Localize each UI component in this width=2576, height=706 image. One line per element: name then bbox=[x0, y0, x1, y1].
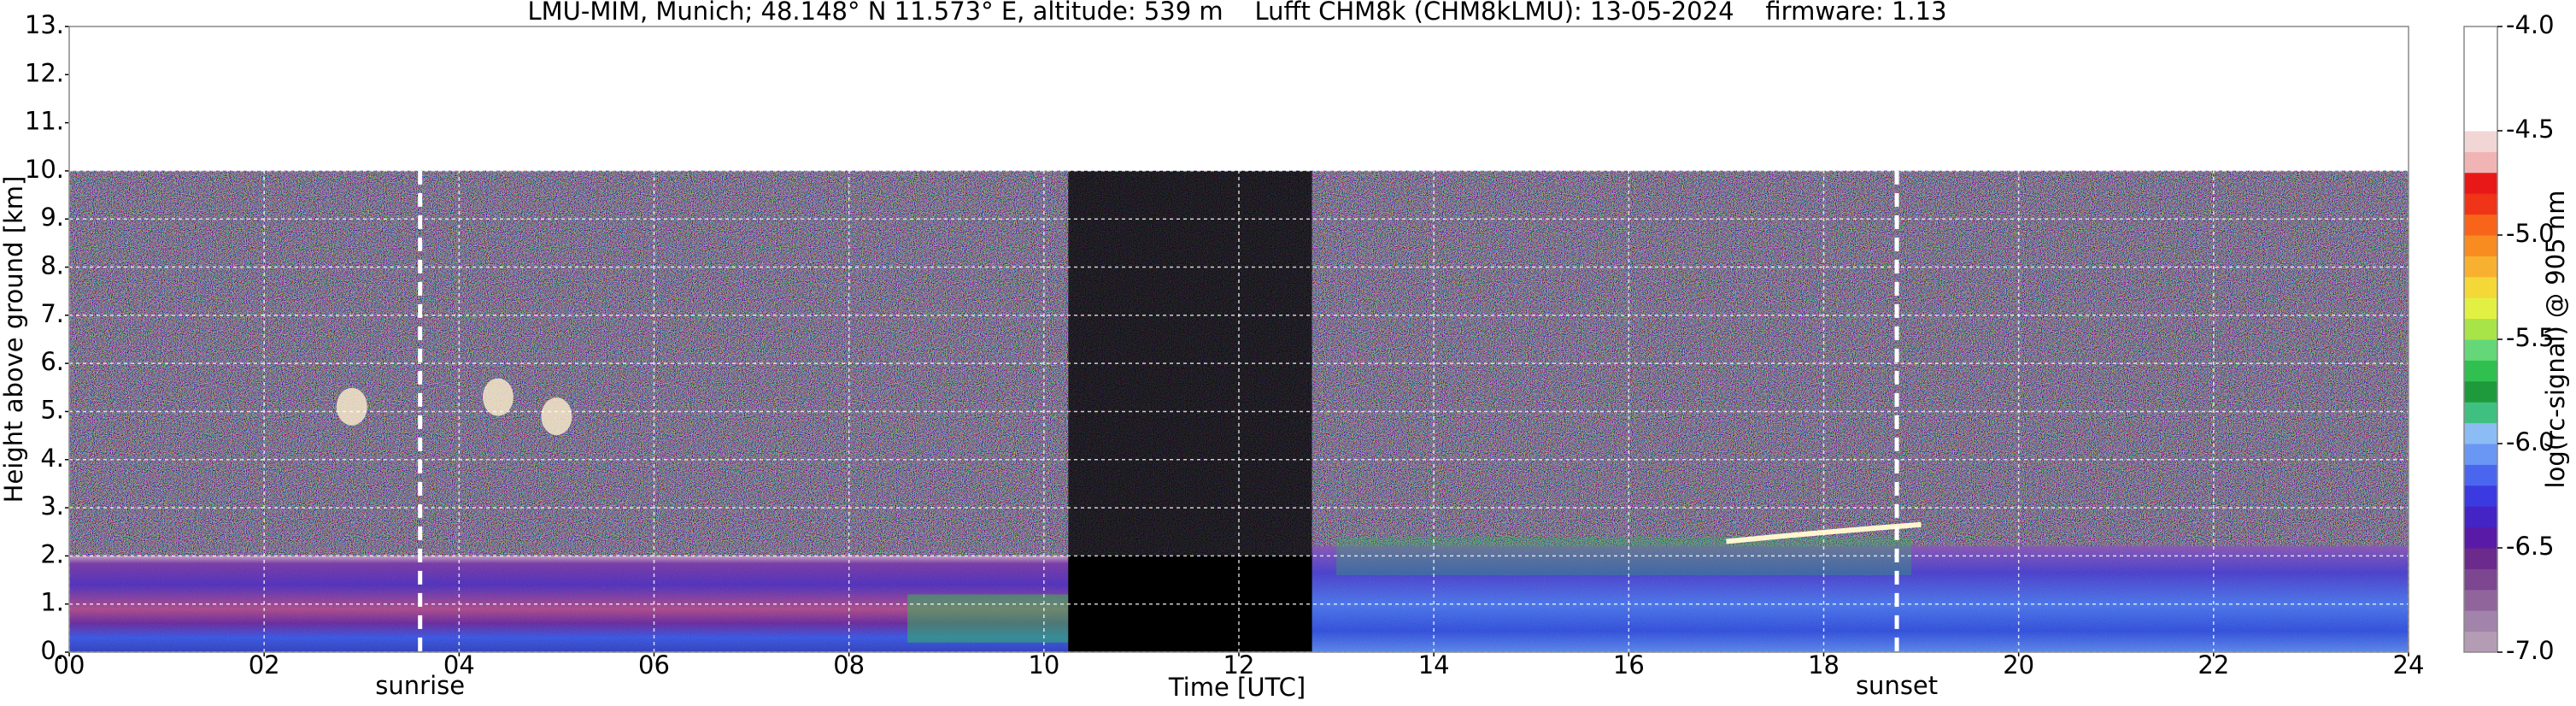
colorbar-segment bbox=[2464, 631, 2497, 653]
cloud bbox=[482, 378, 513, 416]
colorbar-segment bbox=[2464, 568, 2497, 591]
plot-frame bbox=[68, 26, 2409, 653]
colorbar-segment bbox=[2464, 47, 2497, 69]
colorbar-segment bbox=[2464, 589, 2497, 611]
y-tick-label: 3. bbox=[40, 491, 64, 521]
colorbar-tick-label: -5.5 bbox=[2506, 323, 2555, 352]
x-axis-label: Time [UTC] bbox=[1168, 673, 1306, 702]
colorbar-segment bbox=[2464, 68, 2497, 90]
boundary-layer bbox=[1311, 546, 2409, 652]
colorbar-segment bbox=[2464, 444, 2497, 465]
colorbar-segment bbox=[2464, 422, 2497, 444]
colorbar-tick-label: -4.0 bbox=[2506, 10, 2555, 39]
y-tick-label: 9. bbox=[40, 203, 64, 232]
colorbar-label: log(rc-signal) @ 905 nm bbox=[2541, 191, 2570, 489]
colorbar-segment bbox=[2464, 151, 2497, 174]
colorbar-segment bbox=[2464, 360, 2497, 382]
green-layer bbox=[907, 594, 1069, 643]
colorbar-segment bbox=[2464, 297, 2497, 320]
colorbar-tick-label: -4.5 bbox=[2506, 115, 2555, 144]
colorbar-segment bbox=[2464, 26, 2497, 48]
colorbar-segment bbox=[2464, 235, 2497, 256]
chart-title: LMU-MIM, Munich; 48.148° N 11.573° E, al… bbox=[527, 0, 1946, 26]
colorbar-segment bbox=[2464, 89, 2497, 111]
y-axis-label: Height above ground [km] bbox=[0, 176, 28, 503]
colorbar-segment bbox=[2464, 402, 2497, 424]
cloud bbox=[541, 397, 572, 436]
y-tick-label: 10. bbox=[25, 155, 64, 184]
colorbar-segment bbox=[2464, 214, 2497, 236]
colorbar-segment bbox=[2464, 109, 2497, 132]
colorbar-segment bbox=[2464, 131, 2497, 152]
colorbar-segment bbox=[2464, 256, 2497, 278]
y-tick-label: 7. bbox=[40, 299, 64, 328]
colorbar-segment bbox=[2464, 610, 2497, 632]
y-tick-label: 6. bbox=[40, 347, 64, 376]
y-tick-label: 4. bbox=[40, 444, 64, 473]
cloud bbox=[336, 387, 367, 426]
colorbar-segment bbox=[2464, 172, 2497, 194]
y-tick-label: 1. bbox=[40, 588, 64, 617]
y-tick-label: 11. bbox=[25, 107, 64, 136]
colorbar-segment bbox=[2464, 276, 2497, 298]
y-tick-label: 2. bbox=[40, 539, 64, 568]
colorbar-segment bbox=[2464, 380, 2497, 403]
colorbar-segment bbox=[2464, 506, 2497, 528]
colorbar-tick-label: -7.0 bbox=[2506, 636, 2555, 665]
colorbar-segment bbox=[2464, 339, 2497, 361]
colorbar-segment bbox=[2464, 485, 2497, 507]
y-tick-label: 5. bbox=[40, 395, 64, 424]
colorbar-segment bbox=[2464, 193, 2497, 215]
annotation-label: sunset bbox=[1856, 671, 1938, 700]
colorbar-tick-label: -6.0 bbox=[2506, 427, 2555, 456]
annotation-label: sunrise bbox=[375, 671, 465, 700]
colorbar-segment bbox=[2464, 527, 2497, 549]
y-tick-label: 8. bbox=[40, 251, 64, 280]
y-tick-label: 13. bbox=[25, 10, 64, 39]
colorbar-tick-label: -5.0 bbox=[2506, 219, 2555, 248]
y-tick-label: 0. bbox=[40, 636, 64, 665]
colorbar-segment bbox=[2464, 548, 2497, 569]
colorbar-segment bbox=[2464, 464, 2497, 486]
y-tick-label: 12. bbox=[25, 58, 64, 87]
colorbar-tick-label: -6.5 bbox=[2506, 532, 2555, 561]
colorbar-segment bbox=[2464, 318, 2497, 340]
